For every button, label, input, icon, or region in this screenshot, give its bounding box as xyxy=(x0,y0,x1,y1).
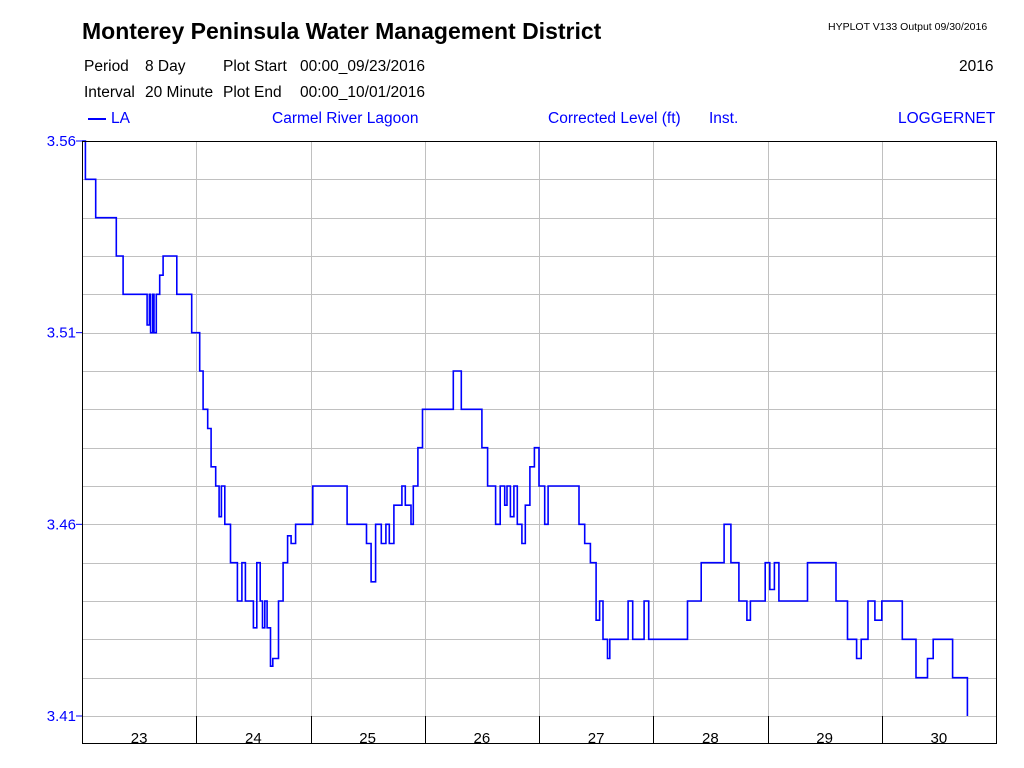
period-label: Period xyxy=(84,58,129,75)
chart-title: Monterey Peninsula Water Management Dist… xyxy=(82,18,602,44)
interval-value: 20 Minute xyxy=(145,84,214,101)
year-label: 2016 xyxy=(959,58,994,75)
x-tick-label: 26 xyxy=(474,730,491,747)
data-source: LOGGERNET xyxy=(898,110,996,127)
x-tick-label: 30 xyxy=(931,730,948,747)
chart-series xyxy=(82,140,969,716)
version-output: HYPLOT V133 Output 09/30/2016 xyxy=(828,21,988,33)
x-tick-label: 28 xyxy=(702,730,719,747)
period-value: 8 Day xyxy=(145,58,186,75)
plot-frame xyxy=(82,141,997,744)
x-axis-labels: 23 24 25 26 27 28 29 30 xyxy=(131,730,947,747)
statistic-type: Inst. xyxy=(709,110,739,127)
axis-ticks xyxy=(76,140,883,743)
legend-line-swatch xyxy=(88,118,106,120)
y-tick-label: 3.46 xyxy=(47,516,76,533)
x-tick-label: 23 xyxy=(131,730,148,747)
plot-end-label: Plot End xyxy=(223,84,282,101)
y-axis-labels: 3.41 3.46 3.51 3.56 xyxy=(47,133,76,725)
plot-start-value: 00:00_09/23/2016 xyxy=(300,58,425,75)
x-tick-label: 25 xyxy=(359,730,376,747)
plot-end-value: 00:00_10/01/2016 xyxy=(300,84,425,101)
y-tick-label: 3.56 xyxy=(47,133,76,150)
x-tick-label: 29 xyxy=(816,730,833,747)
y-tick-label: 3.41 xyxy=(47,708,76,725)
x-tick-label: 24 xyxy=(245,730,262,747)
y-tick-label: 3.51 xyxy=(47,325,76,342)
variable-name: Corrected Level (ft) xyxy=(548,110,681,127)
site-name: Carmel River Lagoon xyxy=(272,110,419,127)
interval-label: Interval xyxy=(84,84,135,101)
chart-grid xyxy=(82,141,996,717)
x-tick-label: 27 xyxy=(588,730,605,747)
series-line-la xyxy=(82,140,969,716)
plot-start-label: Plot Start xyxy=(223,58,287,75)
legend-series-label: LA xyxy=(111,110,130,127)
